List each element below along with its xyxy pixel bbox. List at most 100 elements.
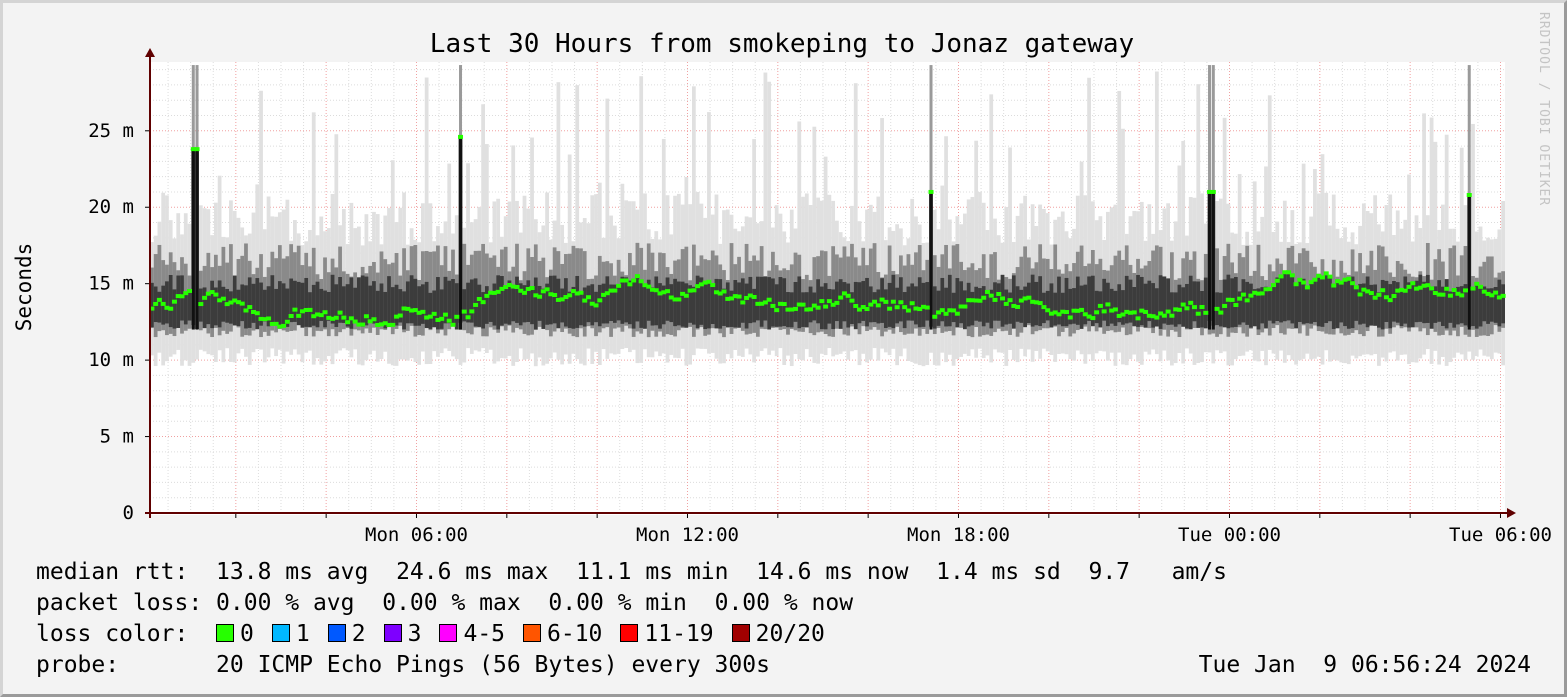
smoke-band: [168, 275, 173, 328]
smoke-band: [567, 291, 572, 328]
smoke-band: [1350, 276, 1355, 329]
median-point: [356, 322, 362, 327]
spike-bar: [459, 136, 463, 330]
smoke-band: [1369, 284, 1374, 326]
median-point: [793, 306, 799, 311]
smoke-band: [289, 278, 294, 323]
median-point: [254, 311, 260, 316]
median-point: [1124, 309, 1130, 314]
smoke-band: [311, 112, 316, 365]
smoke-band: [1422, 281, 1426, 324]
smoke-band: [1403, 276, 1408, 324]
smoke-band: [1271, 285, 1276, 324]
smoke-band: [221, 286, 226, 322]
median-point: [160, 301, 166, 306]
smoke-band: [1023, 246, 1027, 327]
smoke-band: [571, 286, 576, 329]
median-series: [149, 134, 1506, 329]
median-point: [1391, 294, 1397, 299]
median-point: [277, 324, 283, 329]
median-point: [476, 296, 482, 301]
median-point: [1372, 295, 1378, 300]
median-point: [672, 297, 678, 302]
smoke-band: [1000, 274, 1005, 327]
smoke-band: [1200, 193, 1204, 363]
loss-color-swatch: [523, 624, 542, 642]
median-point: [409, 308, 415, 313]
median-point: [420, 309, 426, 314]
smoke-band: [323, 290, 327, 328]
loss-color-swatch: [216, 624, 235, 642]
smoke-band: [172, 289, 177, 329]
smoke-band: [1418, 274, 1423, 322]
smoke-band: [1132, 287, 1137, 326]
smoke-band: [963, 290, 967, 330]
median-point: [1210, 189, 1216, 194]
median-point: [1135, 316, 1141, 321]
x-tick-label: Mon 12:00: [636, 524, 739, 546]
median-point: [333, 315, 339, 320]
median-point: [909, 301, 915, 306]
median-point: [258, 316, 264, 321]
smoke-band: [1260, 287, 1265, 324]
smoke-band: [797, 121, 802, 360]
smoke-band: [842, 282, 847, 322]
median-point: [597, 298, 603, 303]
median-point: [1459, 293, 1465, 298]
spike-bar: [1467, 65, 1471, 196]
median-point: [348, 316, 354, 321]
median-point: [175, 294, 181, 299]
smoke-band: [1008, 147, 1012, 350]
median-point: [288, 314, 294, 319]
median-point: [928, 189, 934, 194]
median-point: [1071, 308, 1077, 313]
median-point: [1060, 309, 1066, 314]
smoke-band: [165, 281, 169, 324]
median-point: [1451, 287, 1457, 292]
smoke-band: [737, 282, 741, 328]
smoke-band: [477, 284, 482, 327]
smoke-band: [176, 275, 181, 328]
smoke-band: [530, 137, 534, 354]
smoke-band: [902, 292, 907, 329]
smoke-band: [210, 280, 214, 329]
median-point: [1255, 291, 1261, 296]
median-point: [1127, 310, 1133, 315]
smoke-band: [597, 284, 602, 327]
smoke-band: [692, 286, 696, 325]
packet-loss-min: 0.00 % min: [548, 590, 687, 616]
smoke-band: [1377, 292, 1381, 328]
loss-color-item: 1: [271, 621, 310, 647]
smoke-band: [684, 283, 689, 328]
spike-bar: [1208, 65, 1212, 192]
median-point: [1161, 313, 1167, 318]
median-point: [736, 294, 742, 299]
median-point: [363, 314, 369, 319]
smoke-band: [496, 275, 501, 330]
spike-bar: [459, 65, 463, 137]
median-point: [1425, 283, 1431, 288]
median-point: [924, 305, 930, 310]
y-axis-arrow: [145, 48, 155, 57]
smoke-band: [1471, 287, 1475, 327]
smoke-band: [1433, 141, 1438, 351]
median-point: [514, 284, 520, 289]
smoke-band: [469, 279, 474, 323]
median-point: [1474, 281, 1480, 286]
smoke-band: [1497, 279, 1502, 327]
smoke-band: [1109, 288, 1114, 324]
median-point: [796, 302, 802, 307]
median-point: [1101, 309, 1107, 314]
probe-row: probe: 20 ICMP Echo Pings (56 Bytes) eve…: [36, 650, 1531, 681]
smoke-band: [1158, 275, 1163, 329]
median-point: [1338, 280, 1344, 285]
packet-loss-row: packet loss: 0.00 % avg 0.00 % max 0.00 …: [36, 588, 853, 619]
smoke-band: [579, 292, 583, 326]
median-point: [890, 299, 896, 304]
smoke-band: [680, 281, 685, 327]
median-point: [1421, 283, 1427, 288]
median-point: [1406, 284, 1412, 289]
smoke-band: [661, 285, 666, 325]
median-point: [1000, 296, 1006, 301]
smoke-band: [575, 85, 580, 360]
